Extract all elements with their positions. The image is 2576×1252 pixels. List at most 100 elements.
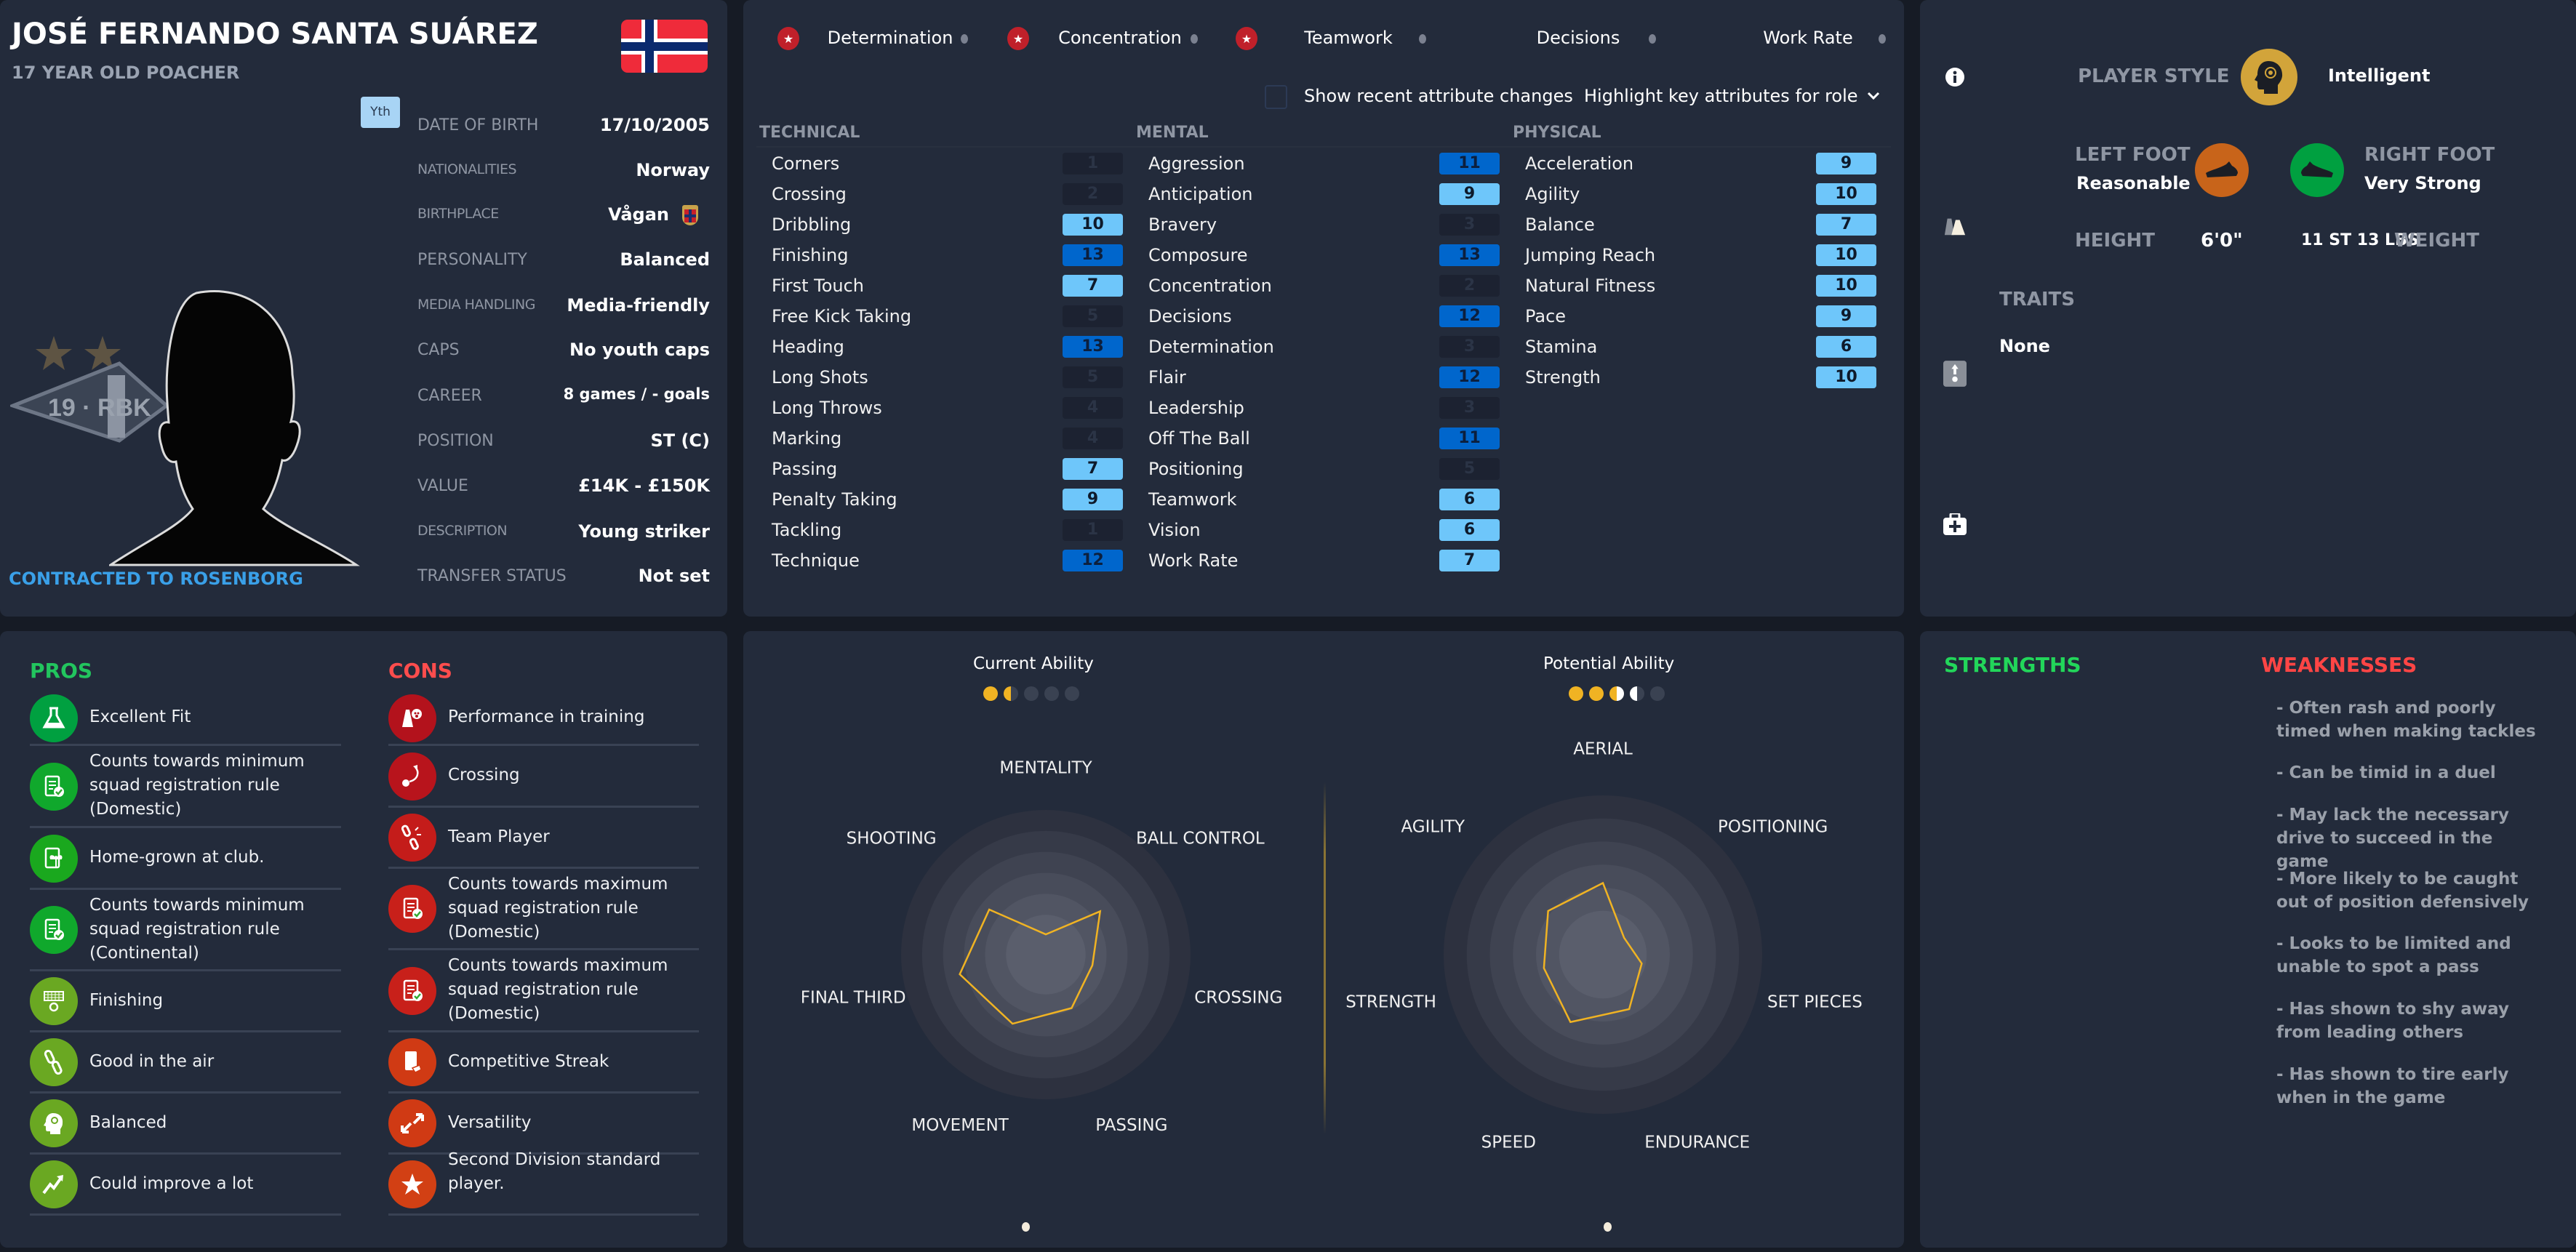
youth-squad-badge[interactable]: Yth [361,97,400,128]
pros-item-text: Could improve a lot [89,1173,254,1193]
radar-chart-0: MENTALITY BALL CONTROL CROSSING PASSING MOVE… [801,758,1283,1135]
attribute-name[interactable]: Positioning [1148,459,1244,479]
attribute-name[interactable]: Bravery [1148,214,1217,235]
attribute-name[interactable]: Flair [1148,367,1186,388]
pros-list-item[interactable]: Excellent Fit [30,691,341,746]
ability-star-full-icon [983,686,998,701]
pros-list-item[interactable]: Finishing [30,971,341,1032]
cons-list-item[interactable]: Crossing [388,746,699,808]
attribute-value: 9 [1063,489,1123,510]
attribute-value: 3 [1439,397,1500,419]
attribute-name[interactable]: Anticipation [1148,184,1253,204]
pros-list-item[interactable]: Could improve a lot [30,1155,341,1216]
highlight-role-dropdown[interactable]: Highlight key attributes for role [1584,86,1880,106]
ability-star-empty-icon [1024,686,1039,701]
key-attribute-item[interactable]: Decisions [1505,28,1651,48]
key-attribute-item[interactable]: Work Rate [1735,28,1881,48]
attribute-value: 13 [1439,244,1500,266]
attribute-name[interactable]: Long Shots [772,367,868,388]
attribute-name[interactable]: Determination [1148,337,1274,357]
chevron-down-icon [1867,92,1879,100]
attribute-name[interactable]: Stamina [1525,337,1598,357]
pros-list-item[interactable]: Home-grown at club. [30,828,341,890]
attribute-name[interactable]: Passing [772,459,838,479]
attribute-name[interactable]: Teamwork [1148,489,1237,510]
attribute-name[interactable]: Tackling [772,520,842,540]
attribute-name[interactable]: Technique [772,550,860,571]
cons-item-text: Versatility [448,1112,532,1132]
radar-axis-label: FINAL THIRD [801,989,906,1008]
show-recent-changes-label[interactable]: Show recent attribute changes [1304,86,1573,106]
attribute-name[interactable]: Leadership [1148,398,1244,418]
strengths-weaknesses-panel [1920,631,2576,1248]
attribute-name[interactable]: Decisions [1148,306,1232,326]
weakness-item: - Often rash and poorly timed when makin… [2276,699,2536,741]
pros-item-text: Good in the air [89,1051,215,1071]
cons-list-item[interactable]: Competitive Streak [388,1032,699,1094]
pros-list-item[interactable]: Counts towards minimum squad registratio… [30,746,341,828]
cons-list-item[interactable]: Counts towards maximum squad registratio… [388,869,699,950]
attribute-name[interactable]: Composure [1148,245,1248,265]
attribute-name[interactable]: Heading [772,337,844,357]
attribute-name[interactable]: Aggression [1148,153,1245,174]
attribute-name[interactable]: First Touch [772,276,865,296]
attribute-name[interactable]: Off The Ball [1148,428,1250,449]
info-label: DATE OF BIRTH [417,116,539,135]
attribute-name[interactable]: Vision [1148,520,1201,540]
nation-flag[interactable] [621,20,708,73]
cons-list-item[interactable]: Performance in training [388,691,699,746]
cons-list-item[interactable]: Team Player [388,808,699,869]
attribute-name[interactable]: Acceleration [1525,153,1634,174]
key-attribute-label: Concentration [1058,28,1182,48]
page-indicator-dot[interactable] [1022,1222,1030,1232]
info-value: No youth caps [569,340,710,360]
attribute-name[interactable]: Finishing [772,245,849,265]
left-foot-boot-icon [2195,143,2249,197]
pros-list-item[interactable]: Balanced [30,1094,341,1155]
key-attribute-label: Determination [827,28,953,48]
attribute-value: 11 [1439,153,1500,174]
attribute-group-header: TECHNICAL [759,124,860,142]
contract-status[interactable]: CONTRACTED TO ROSENBORG [9,569,303,589]
pros-list-item[interactable]: Counts towards minimum squad registratio… [30,890,341,971]
key-attribute-label: Teamwork [1304,28,1393,48]
attribute-name[interactable]: Long Throws [772,398,882,418]
key-attribute-item[interactable]: Determination [817,28,963,48]
radar-axis-label: AERIAL [1573,739,1633,758]
pros-list-item[interactable]: Good in the air [30,1032,341,1094]
attribute-name[interactable]: Natural Fitness [1525,276,1656,296]
medical-kit-icon[interactable] [1943,513,1967,536]
info-icon[interactable] [1943,65,1967,89]
training-cones-icon[interactable] [1943,214,1967,238]
attribute-name[interactable]: Concentration [1148,276,1272,296]
cons-list-item[interactable]: Versatility [388,1094,699,1155]
cons-list-item[interactable]: Counts towards maximum squad registratio… [388,950,699,1032]
key-attribute-dot-icon [1191,34,1198,44]
page-indicator-dot[interactable] [1604,1222,1612,1232]
player-style-label: PLAYER STYLE [2078,65,2230,87]
attribute-name[interactable]: Crossing [772,184,847,204]
attribute-name[interactable]: Agility [1525,184,1580,204]
attribute-name[interactable]: Free Kick Taking [772,306,912,326]
attribute-name[interactable]: Penalty Taking [772,489,897,510]
info-value: 8 games / - goals [563,385,710,403]
attribute-name[interactable]: Corners [772,153,840,174]
key-attribute-item[interactable]: Teamwork [1276,28,1421,48]
attribute-name[interactable]: Work Rate [1148,550,1239,571]
attribute-name[interactable]: Jumping Reach [1525,245,1656,265]
weaknesses-title: WEAKNESSES [2261,653,2417,677]
attribute-value: 13 [1063,244,1123,266]
cons-list-item[interactable]: Second Division standard player. [388,1150,699,1216]
star-icon [388,1160,436,1208]
radar-axis-label: STRENGTH [1345,992,1436,1011]
show-recent-changes-checkbox[interactable] [1265,85,1287,109]
trend-up-icon [30,1160,78,1208]
alert-report-icon[interactable] [1943,361,1967,387]
radar-axis-label: PASSING [1095,1116,1167,1135]
attribute-name[interactable]: Dribbling [772,214,852,235]
attribute-name[interactable]: Marking [772,428,842,449]
attribute-name[interactable]: Balance [1525,214,1595,235]
attribute-name[interactable]: Pace [1525,306,1567,326]
key-attribute-item[interactable]: Concentration [1047,28,1193,48]
attribute-name[interactable]: Strength [1525,367,1601,388]
